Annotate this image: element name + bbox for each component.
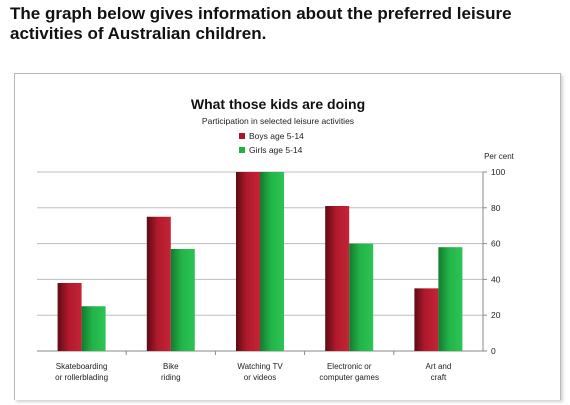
bars: [57, 172, 463, 351]
prompt-line-2: activities of Australian children.: [10, 24, 267, 43]
x-tick-label: Bike: [163, 362, 179, 371]
bar-boys: [236, 172, 260, 351]
y-tick-label: 100: [491, 167, 505, 177]
bar-boys: [325, 206, 350, 351]
bar-boys: [57, 282, 82, 351]
x-tick-label: craft: [431, 373, 447, 382]
bar-boys: [414, 288, 439, 351]
x-tick-label: Electronic or: [327, 362, 372, 371]
legend-swatch-girls: [239, 147, 245, 153]
bar-girls: [260, 172, 284, 351]
x-tick-label: computer games: [319, 373, 379, 382]
bar-girls: [349, 243, 374, 351]
legend-label-boys: Boys age 5-14: [249, 131, 304, 141]
x-tick-label: Skateboarding: [56, 362, 108, 371]
chart-frame: What those kids are doing Participation …: [14, 73, 561, 400]
legend-label-girls: Girls age 5-14: [249, 145, 303, 155]
bar-girls: [81, 306, 106, 351]
chart-subtitle: Participation in selected leisure activi…: [202, 116, 354, 126]
y-tick-label: 60: [491, 239, 501, 249]
legend-swatch-boys: [239, 133, 245, 139]
bar-boys: [146, 216, 171, 351]
y-tick-label: 0: [491, 346, 496, 356]
x-tick-label: Watching TV: [237, 362, 283, 371]
legend: Boys age 5-14 Girls age 5-14: [239, 131, 304, 155]
task-prompt: The graph below gives information about …: [10, 4, 565, 44]
bar-girls: [438, 247, 463, 351]
x-axis-labels: Skateboarding or rollerblading Bike riding W…: [55, 351, 451, 382]
x-tick-label: Art and: [426, 362, 452, 371]
chart-title: What those kids are doing: [191, 96, 365, 112]
x-tick-label: riding: [161, 373, 181, 382]
chart-svg: What those kids are doing Participation …: [37, 96, 515, 382]
y-tick-label: 20: [491, 310, 501, 320]
x-tick-label: or rollerblading: [55, 373, 108, 382]
y-unit-label: Per cent: [484, 152, 515, 161]
x-tick-label: or videos: [244, 373, 276, 382]
y-tick-label: 80: [491, 203, 501, 213]
y-axis-ticks: 0 20 40 60 80 100: [482, 167, 505, 356]
prompt-line-1: The graph below gives information about …: [10, 4, 512, 23]
bar-girls: [170, 248, 195, 351]
y-tick-label: 40: [491, 274, 501, 284]
